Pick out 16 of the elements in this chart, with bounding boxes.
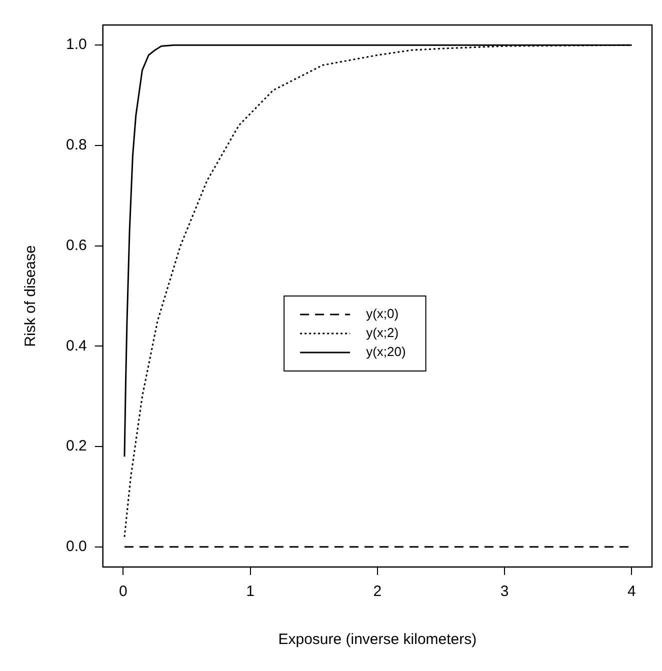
y-tick-label: 0.6 bbox=[66, 236, 87, 254]
legend-label: y(x;2) bbox=[366, 325, 399, 340]
y-tick-label: 0.8 bbox=[66, 136, 87, 154]
y-axis-title: Risk of disease bbox=[22, 245, 40, 347]
x-tick-label: 3 bbox=[500, 583, 509, 600]
y-tick-label: 0.0 bbox=[66, 538, 87, 556]
y-tick-label: 0.4 bbox=[66, 337, 87, 354]
legend-label: y(x;20) bbox=[366, 344, 406, 360]
y-tick-label: 0.2 bbox=[66, 438, 87, 455]
x-tick-label: 2 bbox=[373, 583, 382, 600]
x-tick-label: 4 bbox=[627, 583, 636, 600]
y-tick-label: 1.0 bbox=[66, 36, 87, 54]
legend-label: y(x;0) bbox=[366, 306, 399, 322]
x-axis-title: Exposure (inverse kilometers) bbox=[278, 631, 477, 648]
x-tick-label: 1 bbox=[246, 583, 254, 600]
x-tick-label: 0 bbox=[119, 583, 128, 600]
